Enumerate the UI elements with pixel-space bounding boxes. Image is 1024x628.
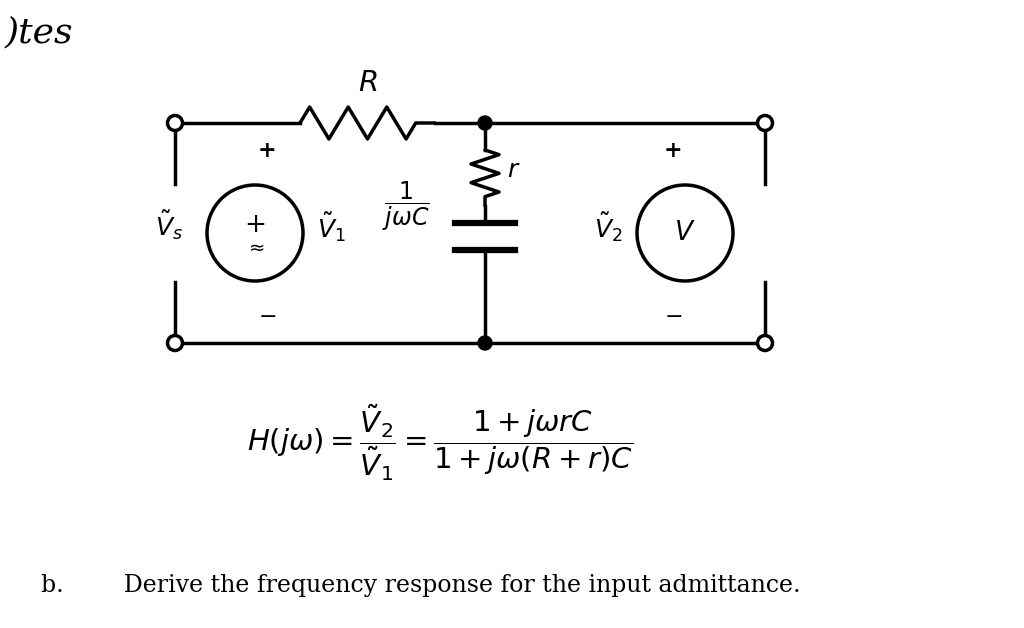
Text: $H(j\omega) = \dfrac{\tilde{V}_2}{\tilde{V}_1} = \dfrac{1 + j\omega rC}{1 + j\om: $H(j\omega) = \dfrac{\tilde{V}_2}{\tilde… [248, 403, 633, 483]
Text: b.        Derive the frequency response for the input admittance.: b. Derive the frequency response for the… [41, 574, 801, 597]
Text: $\tilde{V}_s$: $\tilde{V}_s$ [155, 208, 183, 242]
Circle shape [168, 335, 182, 350]
Text: $+$: $+$ [245, 212, 265, 237]
Text: $\dfrac{1}{j\omega C}$: $\dfrac{1}{j\omega C}$ [383, 180, 430, 233]
Circle shape [758, 335, 772, 350]
Text: $-$: $-$ [664, 304, 682, 326]
Text: $R$: $R$ [357, 68, 377, 97]
Text: +: + [258, 140, 276, 162]
Text: )tes: )tes [5, 16, 74, 50]
Text: $\tilde{V}_1$: $\tilde{V}_1$ [317, 210, 346, 244]
Text: $\approx$: $\approx$ [245, 239, 265, 257]
Circle shape [478, 116, 492, 130]
Text: $-$: $-$ [258, 304, 276, 326]
Text: +: + [664, 140, 682, 162]
Text: $\tilde{V}_2$: $\tilde{V}_2$ [594, 210, 623, 244]
Text: $r$: $r$ [507, 158, 520, 182]
Text: $V$: $V$ [674, 220, 695, 246]
Circle shape [168, 116, 182, 131]
Circle shape [478, 336, 492, 350]
Circle shape [758, 116, 772, 131]
